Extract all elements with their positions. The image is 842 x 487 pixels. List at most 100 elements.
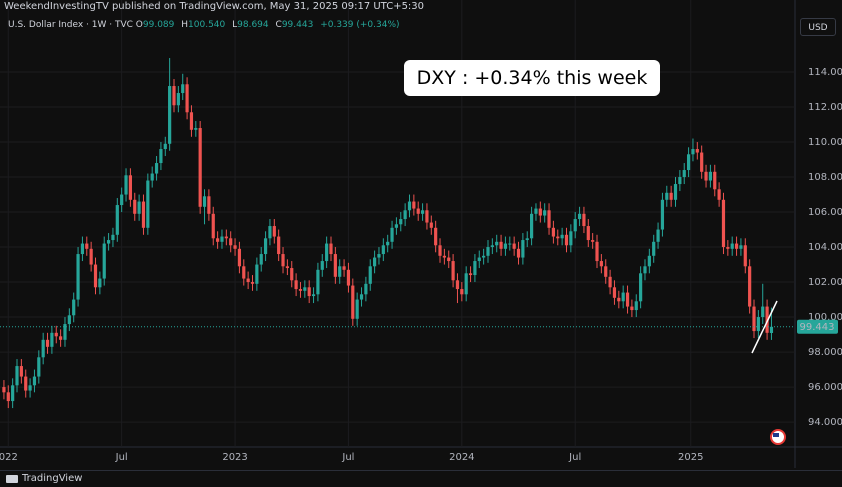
candle-body [534, 208, 538, 214]
candle-body [128, 175, 132, 200]
candle-body [242, 266, 246, 279]
candle-body [529, 213, 534, 239]
candle-body [486, 247, 490, 256]
legend: U.S. Dollar Index · 1W · TVC O99.089 H10… [8, 20, 404, 30]
candle-body [577, 213, 582, 220]
candle-body [176, 93, 180, 106]
y-tick-label: 100.000 [808, 312, 842, 323]
candle-body [407, 201, 412, 211]
candle-body [499, 241, 503, 249]
candle-body [543, 210, 547, 216]
legend-value: 99.443 [281, 20, 314, 30]
footer: TradingView [0, 470, 842, 487]
legend-key: L [232, 20, 238, 30]
candle-body [468, 273, 473, 276]
candle-body [394, 224, 399, 228]
candle-body [678, 177, 682, 185]
candle-body [403, 210, 407, 220]
y-tick-label: 106.000 [808, 207, 842, 218]
candle-body [189, 112, 194, 130]
candle-body [508, 243, 512, 245]
candle-body [115, 205, 119, 235]
candle-body [438, 245, 442, 256]
candle-body [285, 266, 289, 269]
candle-body [325, 243, 329, 262]
candle-body [639, 273, 643, 302]
candle-body [45, 339, 50, 347]
last-price-label: 99.443 [800, 322, 835, 333]
x-tick-label: 2024 [449, 452, 474, 463]
currency-button[interactable]: USD [800, 18, 836, 36]
y-tick-label: 110.000 [808, 137, 842, 148]
candle-body [464, 273, 468, 295]
candle-body [721, 199, 726, 248]
candle-body [185, 84, 189, 113]
publisher-line: WeekendInvestingTV published on TradingV… [4, 1, 425, 12]
candle-body [85, 243, 89, 249]
y-tick-label: 114.000 [808, 67, 842, 78]
candle-body [739, 245, 743, 249]
candle-body [351, 285, 355, 319]
candle-body [765, 306, 769, 333]
candle-body [512, 243, 516, 249]
x-tick-label: Jul [568, 452, 581, 463]
candle-body [146, 180, 150, 228]
candle-body [198, 128, 202, 207]
candle-body [263, 238, 268, 255]
candle-body [111, 234, 115, 241]
legend-value: 100.540 [188, 20, 226, 30]
candle-body [333, 254, 337, 277]
legend-key: O [135, 20, 143, 30]
candle-body [399, 219, 403, 225]
candle-body [595, 241, 599, 262]
candle-body [756, 317, 760, 332]
candle-body [63, 324, 67, 340]
candle-body [717, 189, 721, 200]
candle-body [246, 278, 250, 283]
candle-body [582, 213, 586, 227]
legend-value: 99.089 [142, 20, 175, 30]
candle-body [460, 289, 464, 295]
last-price-box [797, 319, 838, 334]
candle-body [704, 171, 708, 181]
logo [6, 475, 18, 483]
candle-body [503, 243, 508, 249]
candle-body [495, 241, 499, 246]
legend-key: H [181, 20, 189, 30]
candle-body [412, 201, 416, 209]
candle-body [342, 266, 346, 270]
candle-body [695, 149, 699, 153]
candle-body [24, 376, 28, 391]
x-tick-label: 2025 [678, 452, 703, 463]
candle-body [381, 245, 385, 255]
y-tick-label: 104.000 [808, 242, 842, 253]
candle-body [37, 357, 41, 377]
symbol-title: U.S. Dollar Index · 1W · TVC [8, 20, 133, 30]
candle-body [643, 266, 647, 274]
y-tick-label: 94.000 [808, 417, 842, 428]
candle-body [434, 227, 438, 246]
x-tick-label: 022 [0, 452, 18, 463]
candle-body [316, 269, 320, 295]
candle-body [551, 227, 556, 237]
legend-key: C [275, 20, 282, 30]
candle-body [573, 219, 577, 232]
candle-body [277, 236, 281, 255]
candle-body [599, 261, 603, 267]
candle-body [490, 245, 494, 248]
candle-body [237, 248, 242, 267]
candle-body [59, 336, 63, 340]
candle-body [150, 173, 154, 181]
candle-body [233, 245, 237, 249]
candle-body [28, 385, 32, 391]
candle-body [700, 152, 704, 172]
y-tick-label: 108.000 [808, 172, 842, 183]
candle-body [181, 84, 185, 94]
x-tick-label: 2023 [222, 452, 247, 463]
candle-body [634, 301, 638, 311]
candle-body [298, 289, 303, 291]
candle-body [708, 171, 712, 181]
candle-body [93, 264, 98, 288]
candle-body [359, 294, 364, 300]
